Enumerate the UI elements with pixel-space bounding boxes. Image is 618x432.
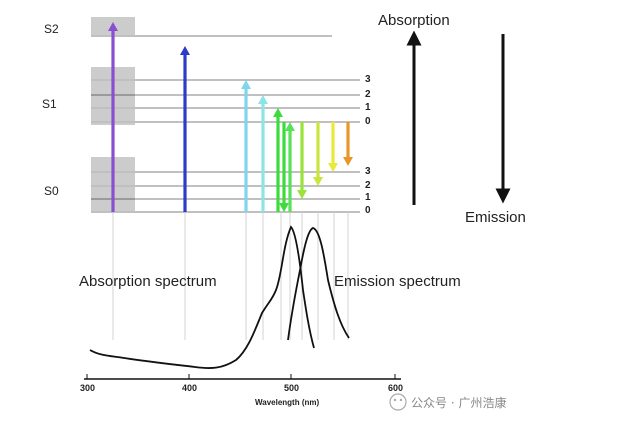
guide-lines [112,212,349,340]
s0-level-0: 0 [365,205,371,216]
tick-label-600: 600 [388,383,403,393]
s2-label: S2 [44,22,59,36]
absorption-arrow-blue-head [180,46,190,55]
s0-vibrational-labels: 3 2 1 0 [365,166,371,216]
absorption-arrow-green-head [273,108,283,117]
s0-label: S0 [44,184,59,198]
wechat-icon [389,393,407,411]
emission-curve [287,227,350,341]
emission-spectrum-label: Emission spectrum [334,273,461,290]
transition-arrows [108,22,353,212]
emission-arrow-yellow-head [328,163,338,172]
s1-label: S1 [42,97,57,111]
s1-vibrational-labels: 3 2 1 0 [365,74,371,127]
s1-level-0: 0 [365,116,371,127]
emission-arrow-orange-head [343,157,353,166]
absorption-arrow-cyan-head [241,80,251,89]
tick-label-400: 400 [182,383,197,393]
absorption-curve [89,225,315,369]
emission-arrow-green-head [279,203,289,212]
absorption-arrow-purple-head [108,22,118,31]
emission-arrow-lime-head [297,190,307,199]
tick-label-300: 300 [80,383,95,393]
absorption-label: Absorption [378,12,450,29]
tick-label-500: 500 [284,383,299,393]
emission-arrow-yellowgreen-head [313,177,323,186]
emission-label: Emission [465,209,526,226]
s0-level-3: 3 [365,166,371,177]
s0-level-2: 2 [365,180,371,191]
x-axis-ticks: 300 400 500 600 [80,374,403,393]
x-axis-title: Wavelength (nm) [255,398,319,407]
watermark: 公众号 · 广州浩康 [389,393,506,411]
absorption-arrow-cyan-light-head [258,95,268,104]
absorption-arrow-green-0-0-head [285,122,295,131]
s0-level-1: 1 [365,192,371,203]
wechat-icon-eye-right [399,398,403,402]
wechat-icon-eye-left [393,398,397,402]
watermark-text: 公众号 · 广州浩康 [411,395,506,410]
s1-level-2: 2 [365,89,371,100]
absorption-spectrum-label: Absorption spectrum [79,273,217,290]
s1-level-3: 3 [365,74,371,85]
s1-level-1: 1 [365,102,371,113]
